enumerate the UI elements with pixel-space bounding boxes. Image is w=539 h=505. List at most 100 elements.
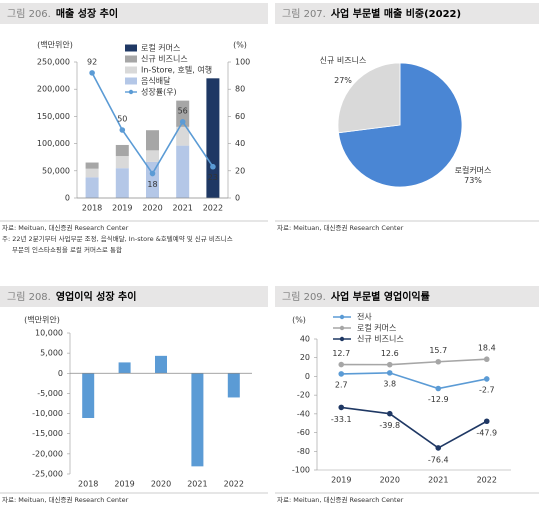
- note: 부문의 인스타쇼핑을 로컬 커머스로 통합: [12, 245, 122, 254]
- point: [338, 361, 345, 368]
- legend-marker: [339, 314, 345, 320]
- y-tick-label: -100: [292, 466, 310, 475]
- line: [341, 358, 487, 366]
- data-label: 50: [117, 115, 127, 124]
- data-label: -47.9: [476, 429, 497, 438]
- y2-tick-label: 60: [235, 112, 245, 121]
- chart-title: 사업 부문별 영업이익률: [331, 290, 430, 303]
- legend-label: 신규 비즈니스: [357, 334, 404, 344]
- data-label: 56: [178, 106, 188, 115]
- header-bar: [0, 3, 268, 24]
- chart-title: 영업이익 성장 추이: [56, 290, 137, 303]
- legend-label: In-Store, 호텔, 여행: [141, 65, 212, 75]
- x-tick-label: 2019: [114, 480, 134, 489]
- bar-segment: [206, 78, 220, 198]
- bar: [155, 355, 167, 374]
- y-tick-label: 0: [58, 369, 63, 378]
- y2-tick-label: 100: [235, 58, 250, 67]
- y2-tick-label: 80: [235, 85, 245, 94]
- data-label: 3.8: [383, 379, 396, 388]
- bar-segment: [115, 156, 129, 169]
- figure-number: 그림 206.: [7, 8, 51, 20]
- legend-label: 성장률(우): [141, 87, 177, 97]
- y-tick-label: 100,000: [37, 139, 70, 148]
- data-label: -2.7: [479, 385, 495, 394]
- y-tick-label: -80: [297, 447, 310, 456]
- point: [338, 404, 345, 411]
- data-label: 15.7: [429, 346, 447, 355]
- y2-tick-label: 0: [235, 194, 240, 203]
- slice-value: 73%: [464, 176, 482, 185]
- y-tick-label: -40: [297, 409, 310, 418]
- header-bar: [275, 3, 539, 24]
- point: [179, 119, 186, 125]
- point: [119, 127, 126, 133]
- bar-segment: [115, 144, 129, 157]
- y-tick-label: -15,000: [32, 429, 63, 438]
- chart-header: 그림 209. 사업 부문별 영업이익률: [282, 290, 430, 303]
- bar: [118, 362, 131, 374]
- data-label: -12.9: [428, 395, 449, 404]
- x-tick-label: 2019: [112, 204, 132, 213]
- x-tick-label: 2022: [477, 476, 497, 485]
- y-axis-label: (백만위안): [24, 315, 60, 325]
- y-tick-label: 10,000: [35, 329, 63, 338]
- y-tick-label: 40: [300, 335, 310, 344]
- x-tick-label: 2020: [142, 204, 162, 213]
- bar: [82, 373, 95, 419]
- chart-header: 그림 207. 사업 부문별 매출 비중(2022): [282, 7, 461, 20]
- point: [435, 358, 442, 365]
- data-label: 2.7: [335, 380, 348, 389]
- data-label: 12.7: [332, 349, 350, 358]
- x-tick-label: 2021: [428, 476, 448, 485]
- bar-segment: [85, 168, 99, 178]
- legend-swatch: [125, 66, 137, 74]
- data-label: -39.8: [379, 421, 400, 430]
- point: [435, 385, 442, 392]
- bar: [191, 373, 204, 467]
- y-tick-label: -20,000: [32, 449, 63, 458]
- x-tick-label: 2018: [82, 204, 102, 213]
- chart-title: 사업 부문별 매출 비중(2022): [331, 7, 461, 20]
- legend-label: 로컬 커머스: [357, 324, 396, 333]
- legend-marker: [339, 336, 345, 342]
- figure-number: 그림 208.: [7, 291, 51, 303]
- y-tick-label: -10,000: [32, 409, 63, 418]
- bar-segment: [146, 161, 159, 198]
- y-tick-label: 150,000: [37, 112, 70, 121]
- y2-axis-label: (%): [233, 41, 247, 50]
- chart-header: 그림 206. 매출 성장 추이: [7, 7, 118, 20]
- bar-segment: [146, 150, 159, 162]
- x-tick-label: 2022: [224, 480, 244, 489]
- legend-marker: [128, 89, 134, 95]
- legend-label: 로컬 커머스: [141, 44, 180, 53]
- bar-segment: [176, 145, 190, 198]
- point: [149, 170, 156, 177]
- source: 자료: Meituan, 대신증권 Research Center: [2, 495, 129, 504]
- y-tick-label: 200,000: [37, 85, 70, 94]
- y-axis-label: (%): [292, 316, 306, 325]
- line: [341, 372, 487, 390]
- figure-number: 그림 207.: [282, 8, 326, 20]
- legend-label: 음식배달: [141, 77, 171, 86]
- point: [338, 371, 345, 377]
- point: [386, 370, 393, 376]
- y-tick-label: 250,000: [37, 58, 70, 67]
- chart-header: 그림 208. 영업이익 성장 추이: [7, 290, 136, 303]
- source: 자료: Meituan, 대신증권 Research Center: [277, 495, 404, 504]
- data-label: 18: [147, 180, 157, 189]
- y2-tick-label: 20: [235, 166, 245, 175]
- x-tick-label: 2022: [203, 204, 223, 213]
- x-tick-label: 2020: [151, 480, 171, 489]
- point: [483, 376, 490, 382]
- y-tick-label: 0: [65, 194, 70, 203]
- y-tick-label: -5,000: [37, 389, 63, 398]
- y-tick-label: -25,000: [32, 470, 63, 479]
- point: [435, 445, 442, 451]
- y-tick-label: -60: [297, 428, 310, 437]
- point: [483, 356, 490, 363]
- point: [483, 418, 490, 425]
- pie-slice: [337, 62, 401, 134]
- y-tick-label: 0: [305, 372, 310, 381]
